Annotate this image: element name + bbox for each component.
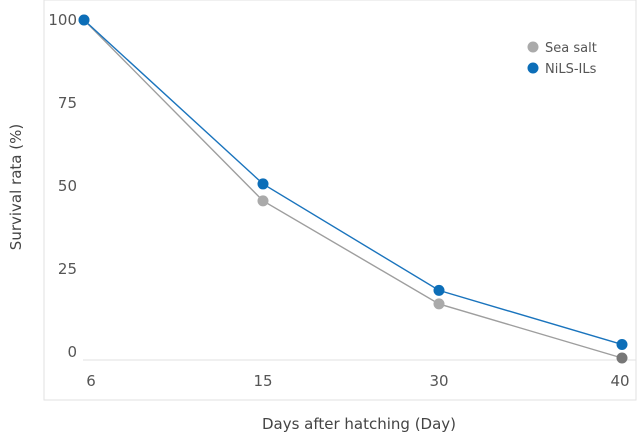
y-axis-title: Survival rata (%) <box>7 124 25 250</box>
data-point-sea-salt <box>616 352 628 364</box>
data-point-nils-ils <box>433 284 445 296</box>
data-point-nils-ils <box>78 14 90 26</box>
x-tick-label: 15 <box>253 372 272 390</box>
data-point-nils-ils <box>257 178 269 190</box>
y-axis-ticks: 100 75 50 25 0 <box>48 11 77 361</box>
data-point-nils-ils <box>616 338 628 350</box>
series-points <box>78 14 628 364</box>
series-line-sea-salt <box>83 19 623 359</box>
plot-frame <box>43 0 637 401</box>
y-tick-label: 50 <box>58 177 77 195</box>
series-line-nils-ils <box>83 19 623 346</box>
y-tick-label: 75 <box>58 94 77 112</box>
legend-label-nils-ils: NiLS-ILs <box>545 62 597 77</box>
y-tick-label: 0 <box>67 343 77 361</box>
data-point-sea-salt <box>257 195 269 207</box>
x-axis-ticks: 6 15 30 40 <box>86 372 629 390</box>
y-tick-label: 100 <box>48 11 77 29</box>
legend: Sea salt NiLS-ILs <box>527 41 597 77</box>
y-tick-label: 25 <box>58 260 77 278</box>
legend-marker-sea-salt <box>527 41 539 53</box>
x-tick-label: 6 <box>86 372 96 390</box>
x-tick-label: 40 <box>610 372 629 390</box>
x-axis-title: Days after hatching (Day) <box>262 415 456 433</box>
x-tick-label: 30 <box>429 372 448 390</box>
data-point-sea-salt <box>433 298 445 310</box>
legend-marker-nils-ils <box>527 62 539 74</box>
legend-label-sea-salt: Sea salt <box>545 41 597 56</box>
series-lines <box>83 19 623 359</box>
